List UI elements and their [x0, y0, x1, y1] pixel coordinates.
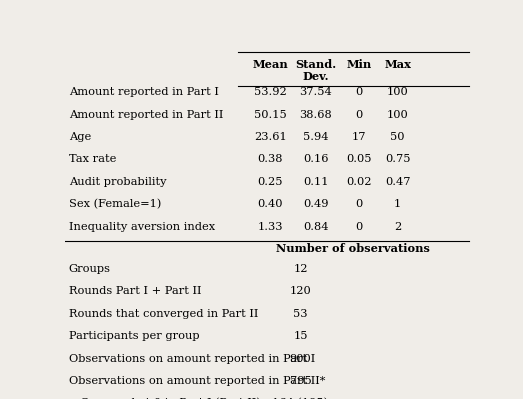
Text: 0.47: 0.47 [385, 177, 411, 187]
Text: Rounds that converged in Part II: Rounds that converged in Part II [69, 309, 258, 319]
Text: 1: 1 [394, 200, 401, 209]
Text: 38.68: 38.68 [300, 110, 332, 120]
Text: Audit probability: Audit probability [69, 177, 166, 187]
Text: Tax rate: Tax rate [69, 154, 116, 164]
Text: 0.11: 0.11 [303, 177, 328, 187]
Text: 53: 53 [293, 309, 308, 319]
Text: 23.61: 23.61 [254, 132, 287, 142]
Text: Mean: Mean [252, 59, 288, 70]
Text: Amount reported in Part II: Amount reported in Part II [69, 110, 223, 120]
Text: 50: 50 [391, 132, 405, 142]
Text: 0.25: 0.25 [257, 177, 283, 187]
Text: Min: Min [347, 59, 372, 70]
Text: 100: 100 [387, 110, 408, 120]
Text: Inequality aversion index: Inequality aversion index [69, 222, 215, 232]
Text: Participants per group: Participants per group [69, 331, 199, 341]
Text: 5.94: 5.94 [303, 132, 328, 142]
Text: Sex (Female=1): Sex (Female=1) [69, 200, 161, 209]
Text: 0.75: 0.75 [385, 154, 411, 164]
Text: Age: Age [69, 132, 91, 142]
Text: 0.49: 0.49 [303, 200, 328, 209]
Text: Number of observations: Number of observations [276, 243, 430, 254]
Text: 15: 15 [293, 331, 308, 341]
Text: Groups: Groups [69, 264, 111, 274]
Text: 0.40: 0.40 [257, 200, 283, 209]
Text: 37.54: 37.54 [300, 87, 332, 97]
Text: 1.33: 1.33 [257, 222, 283, 232]
Text: Observations on amount reported in Part II*: Observations on amount reported in Part … [69, 376, 325, 386]
Text: 900: 900 [290, 354, 311, 363]
Text: 0.02: 0.02 [346, 177, 372, 187]
Text: Observations on amount reported in Part I: Observations on amount reported in Part … [69, 354, 315, 363]
Text: 0.38: 0.38 [257, 154, 283, 164]
Text: 0: 0 [356, 87, 363, 97]
Text: 50.15: 50.15 [254, 110, 287, 120]
Text: 0.84: 0.84 [303, 222, 328, 232]
Text: 53.92: 53.92 [254, 87, 287, 97]
Text: Rounds Part I + Part II: Rounds Part I + Part II [69, 286, 201, 296]
Text: 0: 0 [356, 222, 363, 232]
Text: 795: 795 [290, 376, 311, 386]
Text: 0.05: 0.05 [346, 154, 372, 164]
Text: 120: 120 [290, 286, 311, 296]
Text: Amount reported in Part I: Amount reported in Part I [69, 87, 219, 97]
Text: Max: Max [384, 59, 411, 70]
Text: 0: 0 [356, 200, 363, 209]
Text: 100: 100 [387, 87, 408, 97]
Text: 0.16: 0.16 [303, 154, 328, 164]
Text: 2: 2 [394, 222, 401, 232]
Text: 0: 0 [356, 110, 363, 120]
Text: 17: 17 [352, 132, 367, 142]
Text: Stand.
Dev.: Stand. Dev. [295, 59, 336, 83]
Text: 12: 12 [293, 264, 308, 274]
